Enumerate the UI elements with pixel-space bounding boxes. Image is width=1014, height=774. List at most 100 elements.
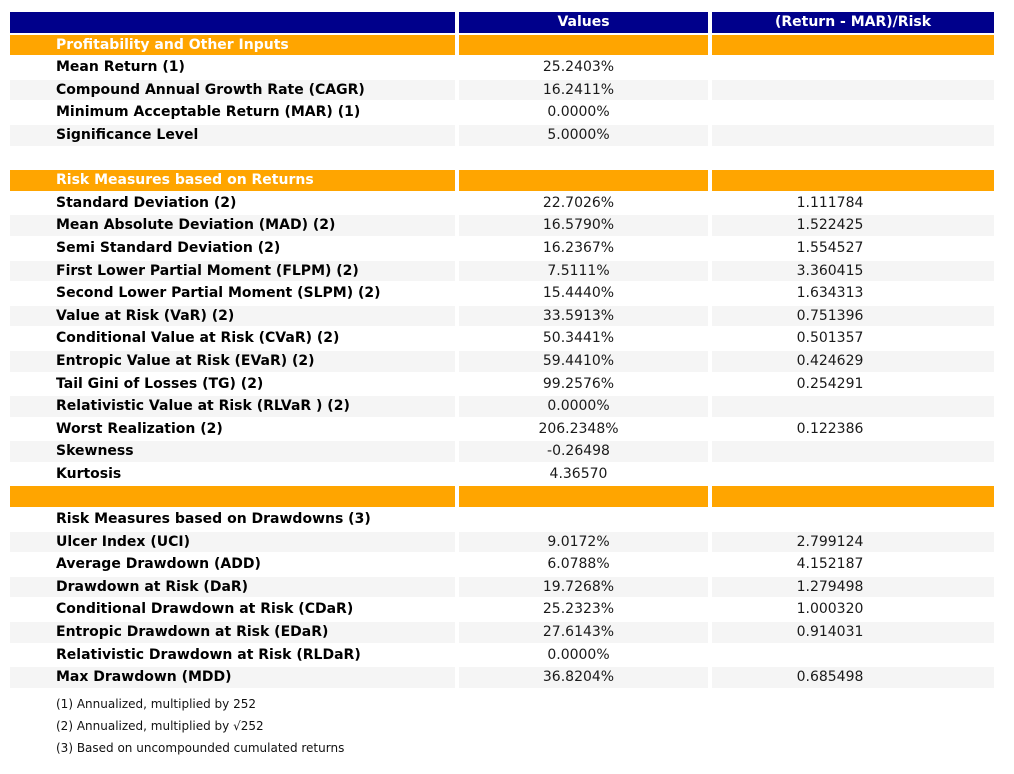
metric-name-cell: Max Drawdown (MDD) bbox=[10, 667, 455, 688]
value-cell: 25.2323% bbox=[455, 599, 708, 621]
value-cell: 16.2367% bbox=[455, 237, 708, 259]
ratio-cell: 1.279498 bbox=[708, 576, 994, 598]
metric-name-cell: Significance Level bbox=[10, 124, 455, 146]
table-body: Profitability and Other Inputs Mean Retu… bbox=[10, 34, 994, 688]
columns-header-row: Values (Return - MAR)/Risk bbox=[10, 12, 994, 33]
ratio-cell: 0.914031 bbox=[708, 622, 994, 643]
value-cell bbox=[455, 147, 708, 169]
value-cell: 50.3441% bbox=[455, 328, 708, 349]
value-cell: 7.5111% bbox=[455, 260, 708, 282]
value-cell: 16.2411% bbox=[455, 79, 708, 101]
metric-name-cell: Worst Realization (2) bbox=[56, 420, 223, 437]
metric-row: Compound Annual Growth Rate (CAGR) 16.241… bbox=[10, 79, 994, 101]
metric-name-cell: Value at Risk (VaR) (2) bbox=[10, 305, 455, 327]
value-cell: 4.36570 bbox=[455, 463, 708, 485]
value-cell: 16.5790% bbox=[455, 215, 708, 236]
ratio-cell bbox=[708, 396, 994, 417]
metric-name-cell: First Lower Partial Moment (FLPM) (2) bbox=[10, 260, 455, 282]
values-column-header: Values bbox=[455, 12, 708, 33]
value-cell bbox=[455, 34, 708, 56]
value-cell: 19.7268% bbox=[455, 576, 708, 598]
ratio-cell: 2.799124 bbox=[708, 531, 994, 553]
ratio-cell bbox=[708, 463, 994, 485]
metric-row: Drawdown at Risk (DaR) 19.7268% 1.279498 bbox=[10, 576, 994, 598]
ratio-cell: 1.000320 bbox=[708, 599, 994, 621]
metric-name-cell bbox=[10, 486, 455, 508]
metric-name-cell: Relativistic Value at Risk (RLVaR ) (2) bbox=[10, 396, 455, 417]
ratio-cell: 4.152187 bbox=[708, 554, 994, 575]
metric-row: Minimum Acceptable Return (MAR) (1) 0.000… bbox=[10, 102, 994, 123]
metric-name-cell: Profitability and Other Inputs bbox=[10, 34, 455, 56]
value-cell bbox=[455, 486, 708, 508]
section-header-row bbox=[10, 486, 994, 508]
metric-name-cell: Compound Annual Growth Rate (CAGR) bbox=[10, 79, 455, 101]
metric-row: Semi Standard Deviation (2) 16.2367% 1.554… bbox=[10, 237, 994, 259]
metric-row: Relativistic Drawdown at Risk (RLDaR) 0.0… bbox=[10, 644, 994, 666]
metric-name-cell: Skewness bbox=[10, 441, 455, 462]
metric-row: Mean Absolute Deviation (MAD) (2) 16.5790… bbox=[10, 215, 994, 236]
value-cell: 25.2403% bbox=[455, 57, 708, 78]
metric-row: Relativistic Value at Risk (RLVaR ) (2) 0… bbox=[10, 396, 994, 417]
ratio-cell: 1.554527 bbox=[708, 237, 994, 259]
metric-name-cell: Conditional Value at Risk (CVaR) (2) bbox=[56, 330, 340, 347]
value-cell: 36.8204% bbox=[455, 667, 708, 688]
ratio-cell bbox=[708, 170, 994, 191]
value-cell: 206.2348% bbox=[455, 418, 708, 440]
metric-row: Entropic Drawdown at Risk (EDaR) 27.6143%… bbox=[10, 622, 994, 643]
metric-row: Value at Risk (VaR) (2) 33.5913% 0.751396 bbox=[10, 305, 994, 327]
risk-metrics-table: Values (Return - MAR)/Risk Profitability… bbox=[10, 10, 994, 690]
value-cell: 27.6143% bbox=[455, 622, 708, 643]
metric-row: Worst Realization (2) 206.2348% 0.122386 bbox=[10, 418, 994, 440]
metric-name-cell: Average Drawdown (ADD) bbox=[56, 556, 261, 573]
metric-row: Average Drawdown (ADD) 6.0788% 4.152187 bbox=[10, 554, 994, 575]
metric-row: Conditional Drawdown at Risk (CDaR) 25.23… bbox=[10, 599, 994, 621]
ratio-cell: 0.685498 bbox=[708, 667, 994, 688]
metric-name-cell: Standard Deviation (2) bbox=[56, 194, 237, 211]
metric-row: Standard Deviation (2) 22.7026% 1.111784 bbox=[10, 192, 994, 214]
value-cell: 6.0788% bbox=[455, 554, 708, 575]
metric-row: Conditional Value at Risk (CVaR) (2) 50.3… bbox=[10, 328, 994, 349]
metric-row: Skewness -0.26498 bbox=[10, 441, 994, 462]
metric-row: Risk Measures based on Drawdowns (3) bbox=[10, 509, 994, 530]
ratio-cell bbox=[708, 57, 994, 78]
metric-name-cell: Kurtosis bbox=[56, 465, 122, 482]
metric-name-cell: Second Lower Partial Moment (SLPM) (2) bbox=[56, 285, 381, 302]
ratio-cell bbox=[708, 509, 994, 530]
value-cell: 0.0000% bbox=[455, 644, 708, 666]
metric-name-cell: Relativistic Drawdown at Risk (RLDaR) bbox=[56, 646, 361, 663]
metric-row: Kurtosis 4.36570 bbox=[10, 463, 994, 485]
metric-name-cell bbox=[10, 147, 455, 169]
metric-row: Mean Return (1) 25.2403% bbox=[10, 57, 994, 78]
ratio-cell: 0.424629 bbox=[708, 350, 994, 372]
ratio-cell bbox=[708, 644, 994, 666]
ratio-cell bbox=[708, 79, 994, 101]
section-header-row: Profitability and Other Inputs bbox=[10, 34, 994, 56]
footnote: (3) Based on uncompounded cumulated retu… bbox=[56, 741, 345, 756]
value-cell: -0.26498 bbox=[455, 441, 708, 462]
value-cell bbox=[455, 509, 708, 530]
value-cell: 0.0000% bbox=[455, 396, 708, 417]
metric-name-cell: Mean Absolute Deviation (MAD) (2) bbox=[10, 215, 455, 236]
ratio-cell bbox=[708, 102, 994, 123]
metric-row: Ulcer Index (UCI) 9.0172% 2.799124 bbox=[10, 531, 994, 553]
metric-row: Entropic Value at Risk (EVaR) (2) 59.4410… bbox=[10, 350, 994, 372]
metric-row: Max Drawdown (MDD) 36.8204% 0.685498 bbox=[10, 667, 994, 688]
ratio-cell bbox=[708, 486, 994, 508]
ratio-cell bbox=[708, 441, 994, 462]
metric-name-cell: Drawdown at Risk (DaR) bbox=[10, 576, 455, 598]
metric-name-cell: Semi Standard Deviation (2) bbox=[56, 239, 281, 256]
metric-row: First Lower Partial Moment (FLPM) (2) 7.5… bbox=[10, 260, 994, 282]
ratio-cell bbox=[708, 34, 994, 56]
metric-row: Tail Gini of Losses (TG) (2) 99.2576% 0.25… bbox=[10, 373, 994, 395]
ratio-cell: 0.254291 bbox=[708, 373, 994, 395]
metric-name-cell: Minimum Acceptable Return (MAR) (1) bbox=[56, 104, 361, 121]
value-cell bbox=[455, 170, 708, 191]
ratio-column-header: (Return - MAR)/Risk bbox=[708, 12, 994, 33]
ratio-cell: 0.122386 bbox=[708, 418, 994, 440]
ratio-cell: 0.501357 bbox=[708, 328, 994, 349]
value-cell: 15.4440% bbox=[455, 283, 708, 304]
metric-name-cell: Risk Measures based on Drawdowns (3) bbox=[56, 511, 371, 528]
metric-name-cell: Ulcer Index (UCI) bbox=[10, 531, 455, 553]
value-cell: 99.2576% bbox=[455, 373, 708, 395]
metric-name-cell: Risk Measures based on Returns bbox=[10, 170, 455, 191]
